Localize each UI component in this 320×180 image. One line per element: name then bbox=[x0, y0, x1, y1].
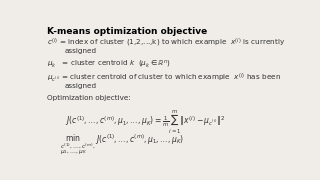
Text: $\mu_k$   = cluster centroid $k$  $(\mu_k \in \mathbb{R}^n)$: $\mu_k$ = cluster centroid $k$ $(\mu_k \… bbox=[47, 59, 171, 70]
Text: K-means optimization objective: K-means optimization objective bbox=[47, 27, 208, 36]
Text: assigned: assigned bbox=[65, 83, 97, 89]
Text: $c^{(i)}$ = index of cluster (1,2,...,k) to which example  $x^{(i)}$ is currentl: $c^{(i)}$ = index of cluster (1,2,...,k)… bbox=[47, 37, 286, 49]
Text: assigned: assigned bbox=[65, 48, 97, 54]
Text: $J(c^{(1)},\ldots,c^{(m)},\mu_1,\ldots,\mu_K)$: $J(c^{(1)},\ldots,c^{(m)},\mu_1,\ldots,\… bbox=[95, 132, 184, 147]
Text: $c^{(1)},\ldots,c^{(m)},$: $c^{(1)},\ldots,c^{(m)},$ bbox=[60, 141, 95, 150]
Text: $\min$: $\min$ bbox=[65, 132, 81, 143]
Text: $J(c^{(1)},\ldots,c^{(m)},\mu_1,\ldots,\mu_K) = \frac{1}{m}\sum_{i=1}^{m}\|x^{(i: $J(c^{(1)},\ldots,c^{(m)},\mu_1,\ldots,\… bbox=[65, 109, 225, 136]
Text: Optimization objective:: Optimization objective: bbox=[47, 95, 131, 101]
Text: $\mu_{c^{(i)}}$ = cluster centroid of cluster to which example  $x^{(i)}$ has be: $\mu_{c^{(i)}}$ = cluster centroid of cl… bbox=[47, 71, 281, 84]
Text: $\mu_1,\ldots,\mu_K$: $\mu_1,\ldots,\mu_K$ bbox=[60, 148, 87, 156]
